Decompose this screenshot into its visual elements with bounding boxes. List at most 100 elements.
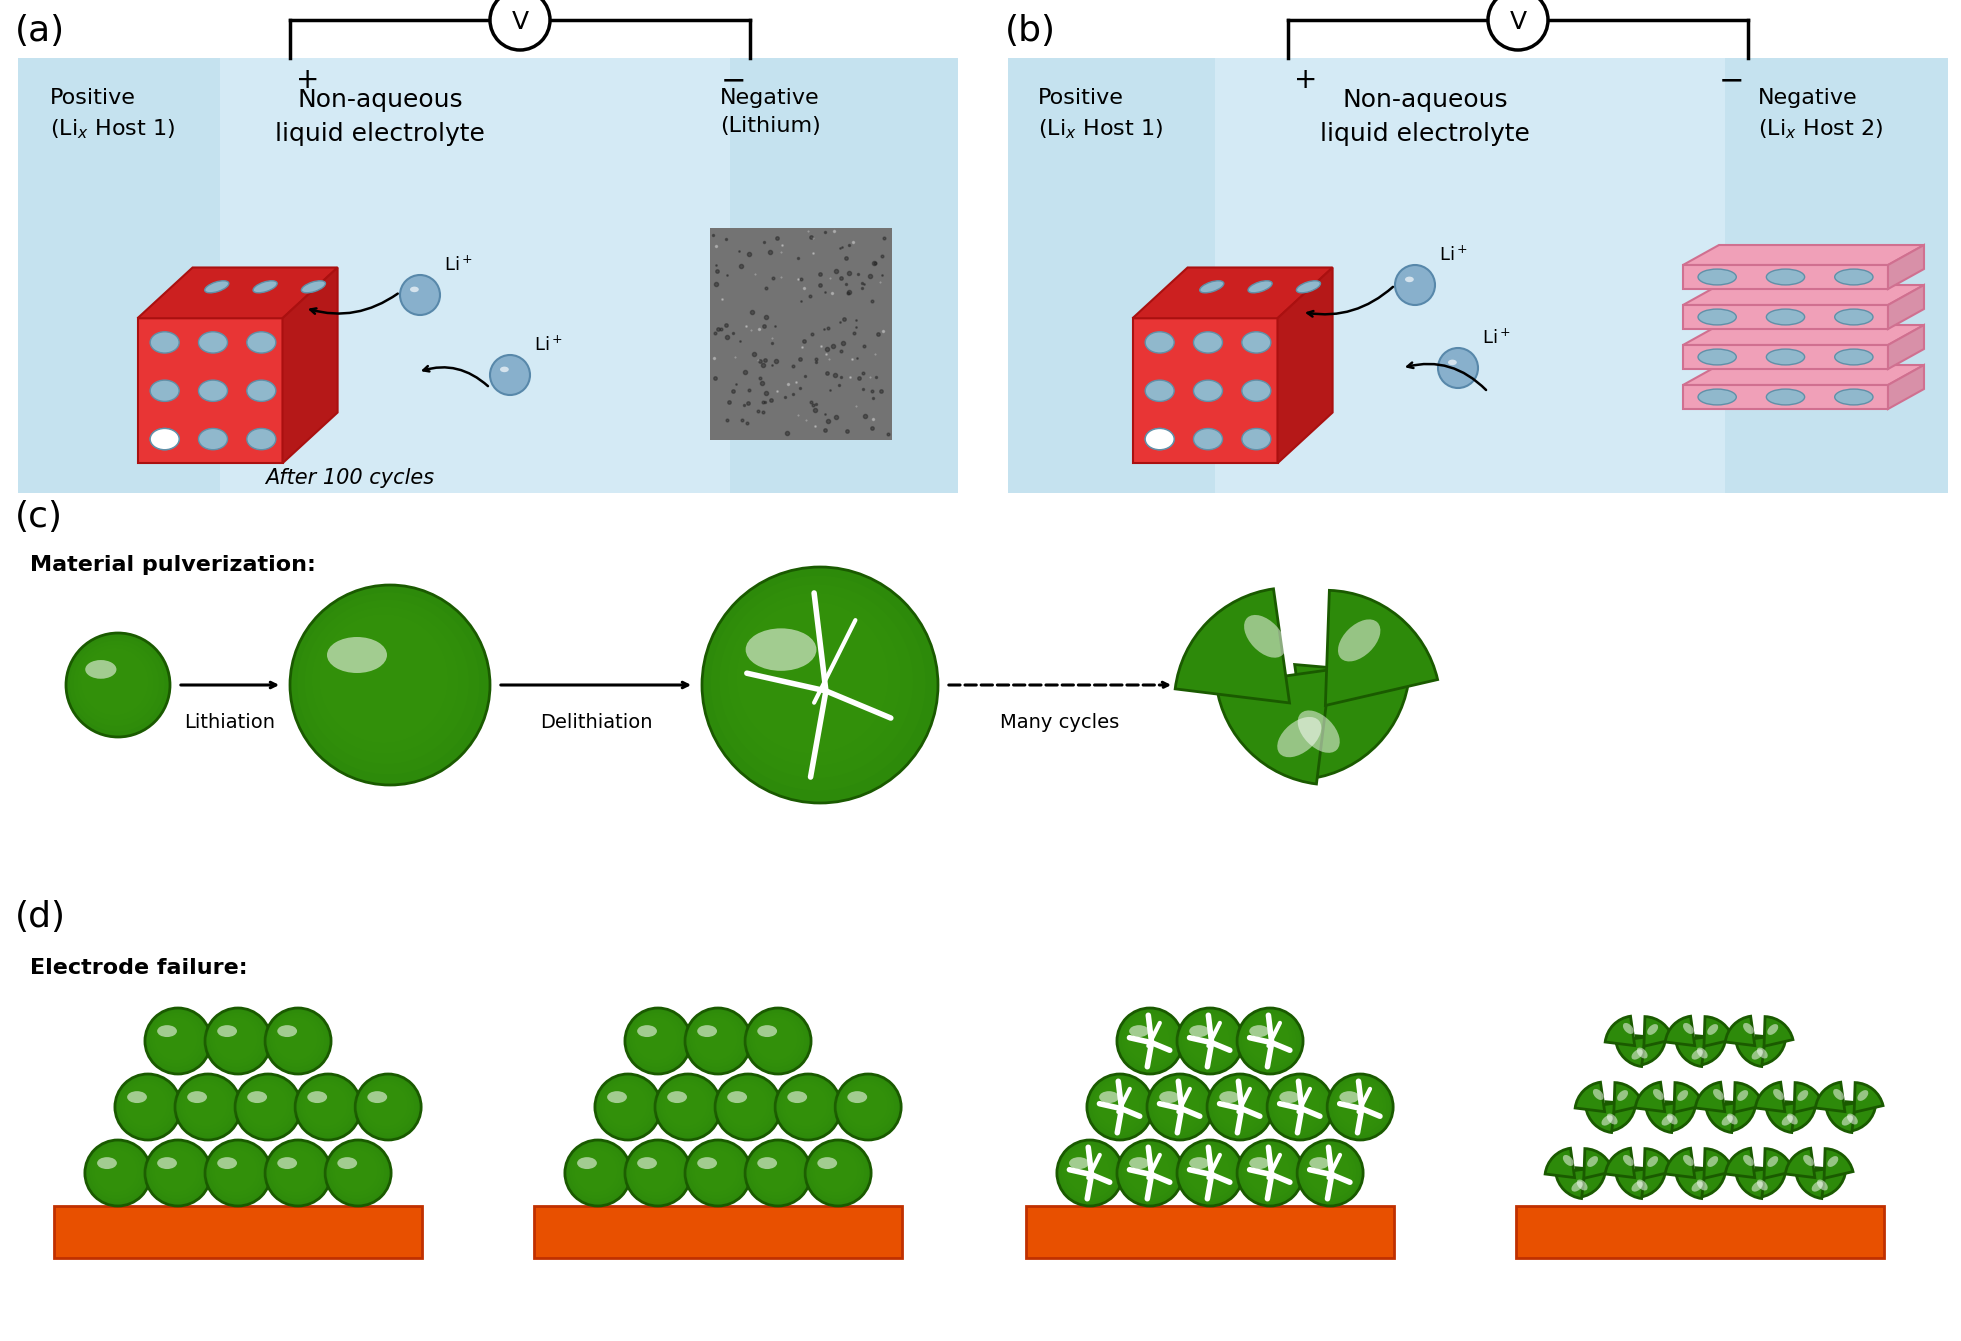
Wedge shape: [1755, 1082, 1785, 1112]
Circle shape: [718, 1077, 777, 1137]
Circle shape: [490, 355, 529, 396]
Ellipse shape: [1277, 717, 1322, 758]
Polygon shape: [1683, 304, 1888, 329]
Circle shape: [631, 1148, 680, 1196]
Ellipse shape: [1728, 1113, 1737, 1125]
Ellipse shape: [151, 331, 178, 353]
Ellipse shape: [1835, 308, 1873, 325]
Circle shape: [94, 1149, 137, 1192]
Polygon shape: [282, 267, 337, 463]
Circle shape: [1488, 0, 1547, 50]
Circle shape: [782, 1081, 831, 1129]
Ellipse shape: [1637, 1047, 1647, 1058]
Ellipse shape: [667, 1092, 686, 1104]
Ellipse shape: [247, 331, 277, 353]
Polygon shape: [1133, 267, 1333, 318]
Circle shape: [1277, 1084, 1320, 1126]
Ellipse shape: [1310, 1157, 1330, 1169]
Circle shape: [594, 1074, 661, 1140]
Bar: [1516, 1206, 1885, 1258]
Circle shape: [1186, 1149, 1230, 1192]
Polygon shape: [1277, 267, 1333, 463]
Circle shape: [1122, 1012, 1177, 1067]
Circle shape: [720, 1080, 775, 1133]
Circle shape: [784, 1084, 828, 1126]
Wedge shape: [1816, 1082, 1845, 1112]
Circle shape: [1184, 1148, 1233, 1196]
Circle shape: [1057, 1140, 1124, 1206]
Text: Non-aqueous
liquid electrolyte: Non-aqueous liquid electrolyte: [275, 89, 484, 146]
Ellipse shape: [1714, 1089, 1724, 1100]
Ellipse shape: [1159, 1092, 1179, 1104]
Circle shape: [147, 1143, 208, 1203]
Circle shape: [1182, 1012, 1235, 1067]
Ellipse shape: [1653, 1089, 1663, 1100]
Circle shape: [1155, 1081, 1202, 1129]
Circle shape: [210, 1145, 265, 1199]
Circle shape: [300, 1080, 355, 1133]
Circle shape: [329, 1145, 384, 1199]
Circle shape: [335, 1149, 377, 1192]
Circle shape: [176, 1077, 237, 1137]
Circle shape: [1212, 1080, 1267, 1133]
Ellipse shape: [1692, 1049, 1702, 1059]
Circle shape: [1090, 1077, 1149, 1137]
Wedge shape: [1696, 1035, 1726, 1065]
Wedge shape: [1853, 1082, 1883, 1112]
Wedge shape: [1555, 1169, 1584, 1199]
Circle shape: [1239, 1143, 1300, 1203]
Circle shape: [1096, 1084, 1139, 1126]
Circle shape: [1149, 1077, 1210, 1137]
Text: V: V: [512, 9, 529, 34]
Ellipse shape: [327, 637, 386, 673]
Circle shape: [210, 1012, 265, 1067]
Ellipse shape: [410, 287, 420, 292]
Circle shape: [145, 1008, 212, 1074]
Circle shape: [1182, 1145, 1235, 1199]
Circle shape: [663, 1081, 710, 1129]
Text: Non-aqueous
liquid electrolyte: Non-aqueous liquid electrolyte: [1320, 89, 1530, 146]
Circle shape: [629, 1012, 684, 1067]
Wedge shape: [1545, 1148, 1575, 1177]
Wedge shape: [1706, 1104, 1735, 1133]
Ellipse shape: [1757, 1047, 1767, 1058]
Polygon shape: [1133, 318, 1277, 463]
Circle shape: [1179, 1143, 1239, 1203]
Ellipse shape: [1857, 1090, 1869, 1101]
Ellipse shape: [1786, 1113, 1798, 1125]
Circle shape: [753, 1148, 800, 1196]
Circle shape: [88, 1143, 147, 1203]
Circle shape: [180, 1080, 233, 1133]
Ellipse shape: [1624, 1155, 1634, 1165]
Wedge shape: [1645, 1104, 1675, 1133]
Circle shape: [1067, 1149, 1108, 1192]
Ellipse shape: [1098, 1092, 1120, 1104]
Wedge shape: [1614, 1082, 1643, 1112]
Circle shape: [1059, 1143, 1120, 1203]
Circle shape: [1124, 1148, 1173, 1196]
Circle shape: [1302, 1145, 1357, 1199]
Wedge shape: [1616, 1037, 1645, 1066]
Ellipse shape: [1618, 1090, 1628, 1101]
Circle shape: [1337, 1084, 1379, 1126]
Ellipse shape: [277, 1157, 296, 1169]
Ellipse shape: [745, 629, 816, 670]
Wedge shape: [1726, 1016, 1755, 1046]
Circle shape: [1118, 1140, 1182, 1206]
Ellipse shape: [1828, 1156, 1837, 1167]
Circle shape: [245, 1084, 286, 1126]
Ellipse shape: [1683, 1023, 1694, 1034]
Text: (a): (a): [16, 13, 65, 48]
Wedge shape: [1704, 1149, 1734, 1179]
Ellipse shape: [1188, 1025, 1210, 1037]
Circle shape: [726, 1084, 767, 1126]
Wedge shape: [1175, 589, 1290, 703]
Text: (d): (d): [16, 900, 67, 933]
Text: +: +: [296, 66, 320, 94]
Text: Positive
(Li$_x$ Host 1): Positive (Li$_x$ Host 1): [1037, 89, 1163, 141]
Wedge shape: [1696, 1168, 1726, 1198]
Ellipse shape: [1692, 1181, 1702, 1192]
Wedge shape: [1584, 1149, 1612, 1179]
Circle shape: [1332, 1080, 1386, 1133]
Ellipse shape: [500, 366, 508, 373]
